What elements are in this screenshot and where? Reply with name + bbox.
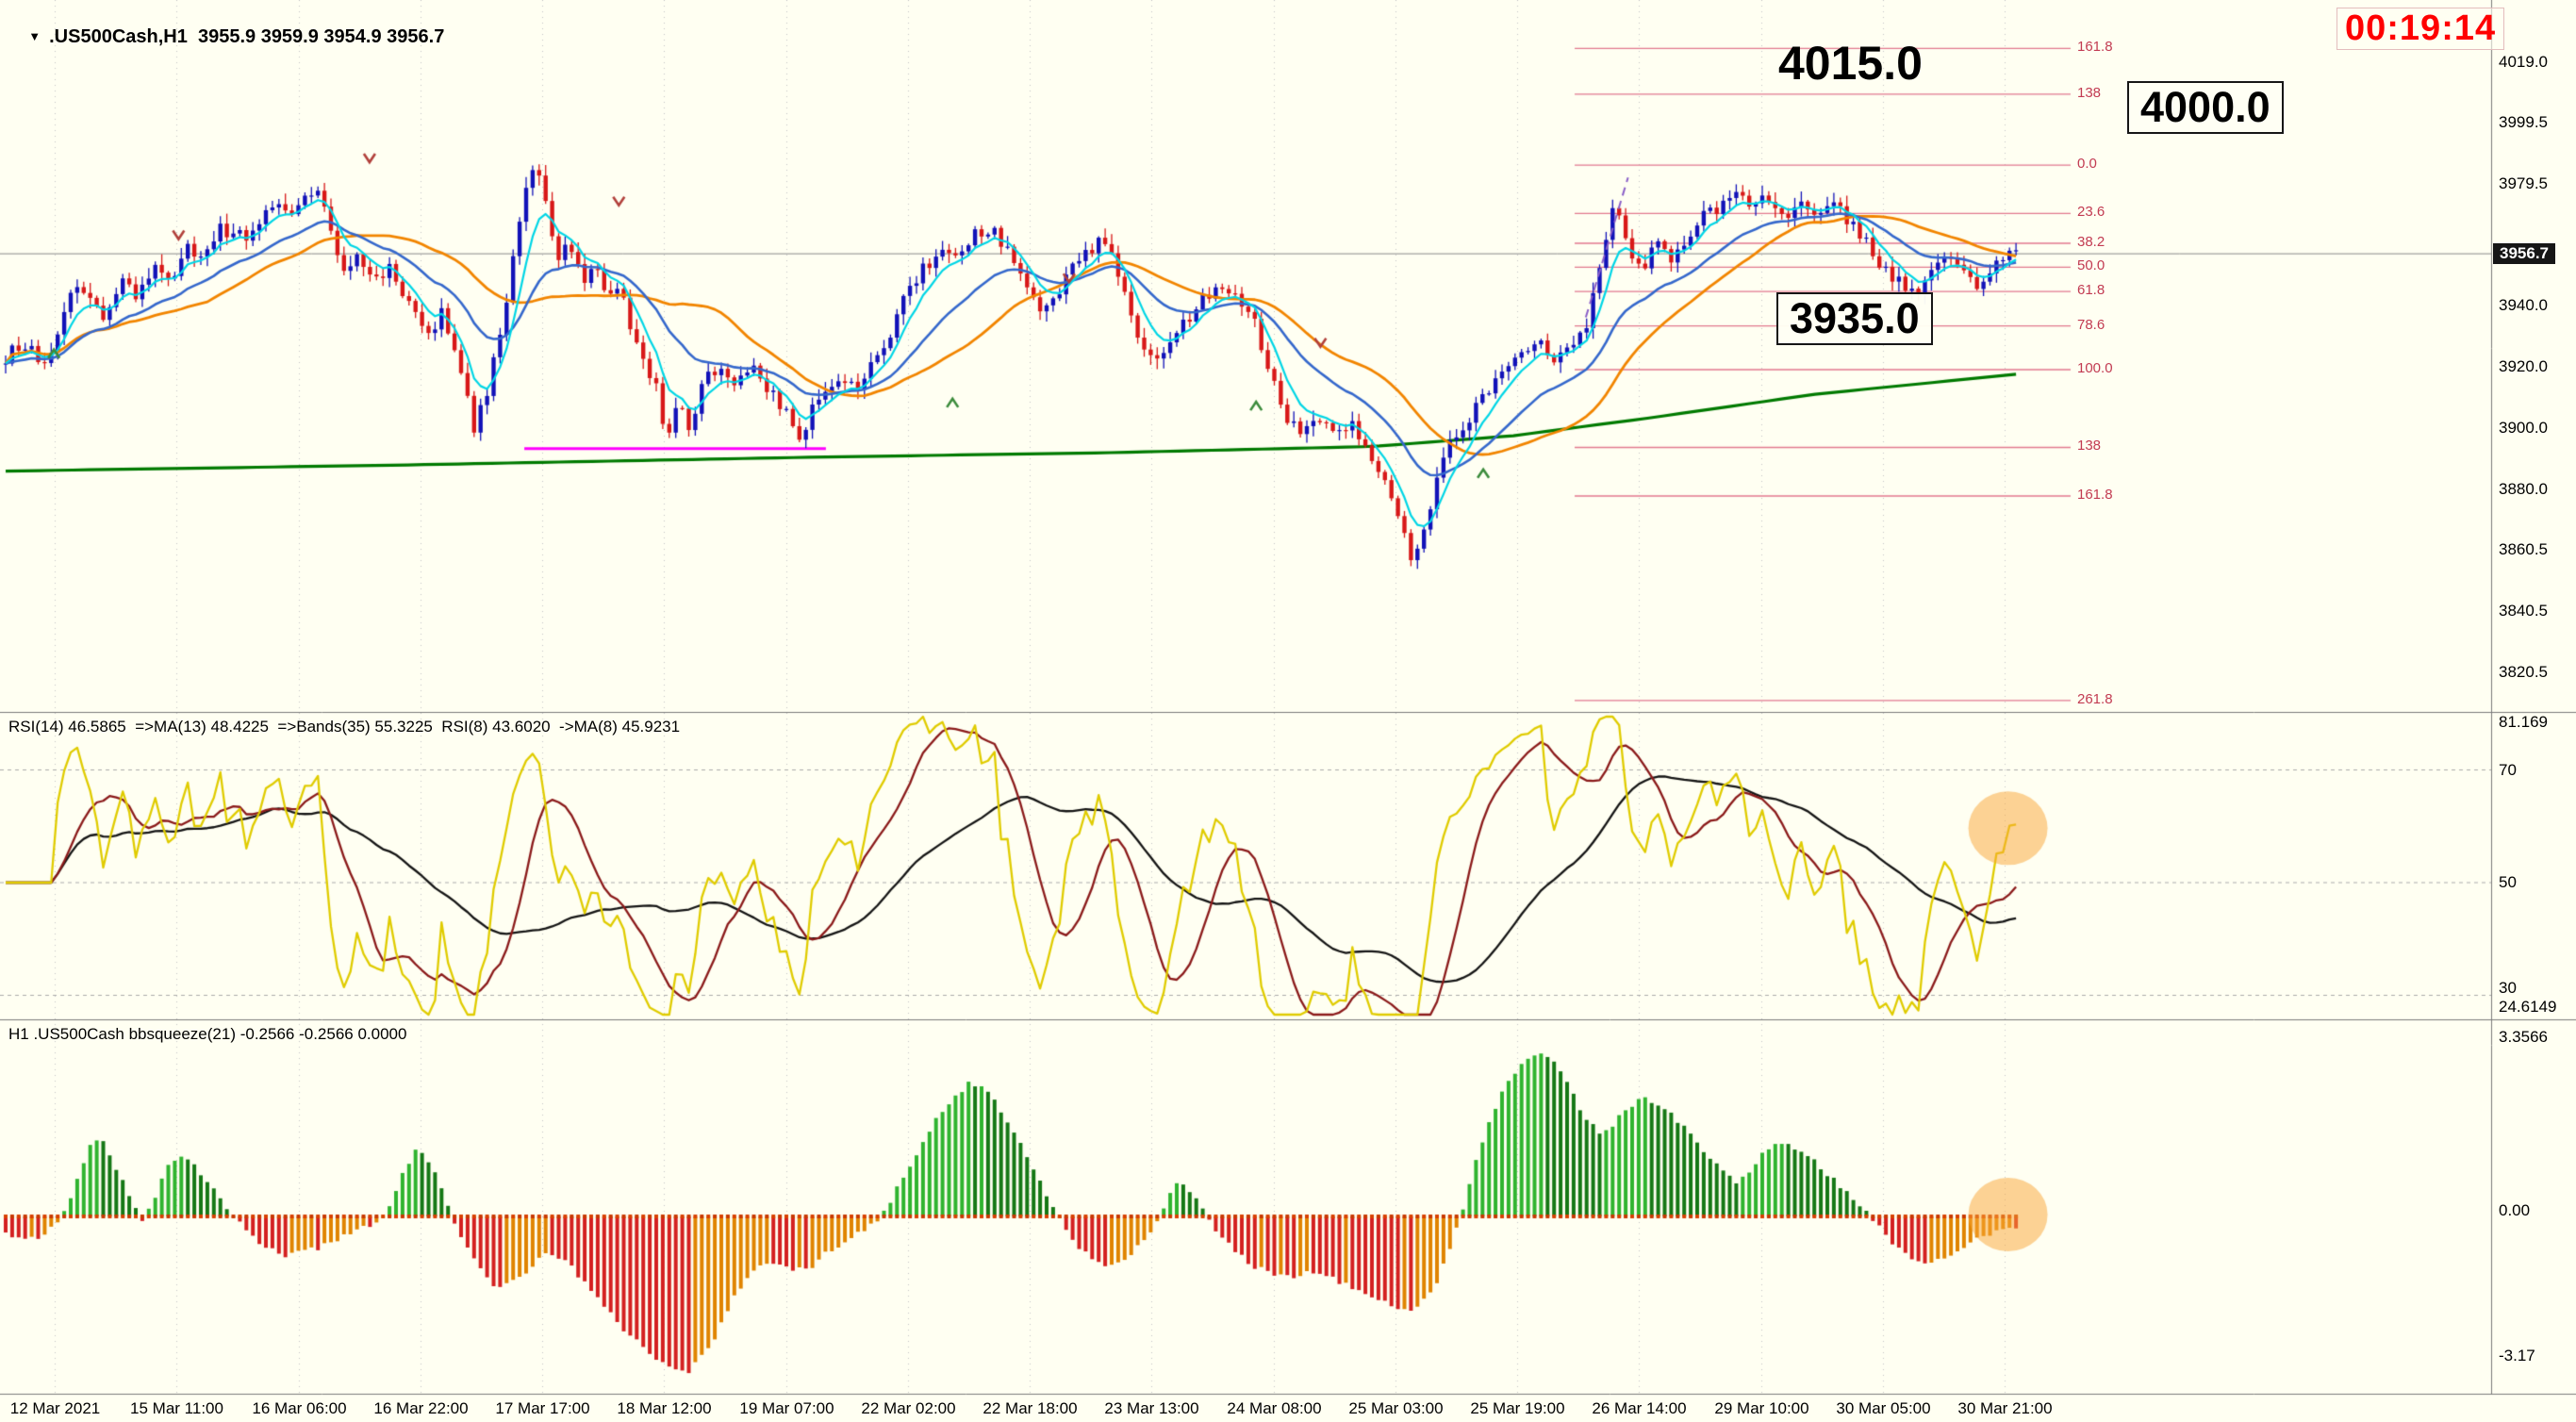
time-axis-label: 24 Mar 08:00 [1227, 1399, 1322, 1417]
time-axis-label: 19 Mar 07:00 [739, 1399, 834, 1417]
squeeze-axis-label: -3.17 [2499, 1347, 2535, 1364]
price-callout-right: 4000.0 [2127, 81, 2284, 134]
fib-level-label: 38.2 [2077, 234, 2105, 250]
fib-level-label: 138 [2077, 438, 2102, 455]
price-callout-lower: 3935.0 [1776, 292, 1933, 345]
price-axis-label: 3880.0 [2499, 480, 2548, 499]
price-axis-label: 3940.0 [2499, 295, 2548, 314]
fib-level-label: 50.0 [2077, 257, 2105, 274]
price-axis-label: 3820.5 [2499, 663, 2548, 682]
price-callout-upper: 4015.0 [1778, 37, 1923, 90]
time-axis-label: 22 Mar 02:00 [861, 1399, 956, 1417]
price-axis-label: 3900.0 [2499, 418, 2548, 437]
time-axis-label: 18 Mar 12:00 [617, 1399, 712, 1417]
squeeze-axis-label: 3.3566 [2499, 1028, 2548, 1046]
time-axis-label: 15 Mar 11:00 [130, 1399, 223, 1417]
symbol-ohlc-text: .US500Cash,H1 3955.9 3959.9 3954.9 3956.… [49, 26, 445, 47]
time-axis-label: 26 Mar 14:00 [1592, 1399, 1687, 1417]
rsi-indicator-header: RSI(14) 46.5865 =>MA(13) 48.4225 =>Bands… [8, 718, 681, 736]
time-axis-label: 25 Mar 03:00 [1348, 1399, 1444, 1417]
price-axis-label: 3840.5 [2499, 601, 2548, 620]
fib-level-label: 100.0 [2077, 360, 2113, 376]
price-axis-label: 3920.0 [2499, 356, 2548, 375]
rsi-axis-label: 30 [2499, 979, 2517, 997]
squeeze-indicator-header: H1 .US500Cash bbsqueeze(21) -0.2566 -0.2… [8, 1025, 407, 1043]
time-axis-label: 23 Mar 13:00 [1104, 1399, 1199, 1417]
symbol-dropdown-icon[interactable]: ▼ [28, 29, 41, 43]
rsi-axis-label: 70 [2499, 761, 2517, 779]
time-axis-label: 17 Mar 17:00 [495, 1399, 590, 1417]
time-axis-label: 12 Mar 2021 [9, 1399, 101, 1417]
time-axis-label: 29 Mar 10:00 [1714, 1399, 1809, 1417]
current-price-tag: 3956.7 [2493, 243, 2555, 265]
time-axis-label: 30 Mar 21:00 [1957, 1399, 2053, 1417]
time-axis-label: 16 Mar 06:00 [252, 1399, 347, 1417]
price-axis-label: 3999.5 [2499, 112, 2548, 131]
price-axis-label: 3979.5 [2499, 174, 2548, 192]
fib-level-label: 138 [2077, 84, 2102, 101]
fib-level-label: 161.8 [2077, 486, 2113, 503]
fib-level-label: 78.6 [2077, 316, 2105, 333]
fib-level-label: 0.0 [2077, 156, 2097, 173]
squeeze-axis-label: 0.00 [2499, 1201, 2531, 1219]
fib-level-label: 161.8 [2077, 39, 2113, 56]
time-axis-label: 16 Mar 22:00 [373, 1399, 469, 1417]
time-axis-label: 25 Mar 19:00 [1470, 1399, 1565, 1417]
rsi-axis-label: 81.169 [2499, 713, 2548, 731]
fib-level-label: 23.6 [2077, 204, 2105, 221]
rsi-axis-label: 50 [2499, 873, 2517, 891]
fib-level-label: 261.8 [2077, 690, 2113, 707]
candle-countdown-timer: 00:19:14 [2337, 8, 2505, 50]
fib-level-label: 61.8 [2077, 282, 2105, 299]
time-axis-label: 30 Mar 05:00 [1836, 1399, 1931, 1417]
time-axis-label: 22 Mar 18:00 [983, 1399, 1078, 1417]
rsi-axis-label: 24.6149 [2499, 998, 2557, 1016]
symbol-header: ▼ .US500Cash,H1 3955.9 3959.9 3954.9 3956… [8, 5, 444, 70]
price-axis-label: 4019.0 [2499, 53, 2548, 71]
price-axis-label: 3860.5 [2499, 539, 2548, 558]
